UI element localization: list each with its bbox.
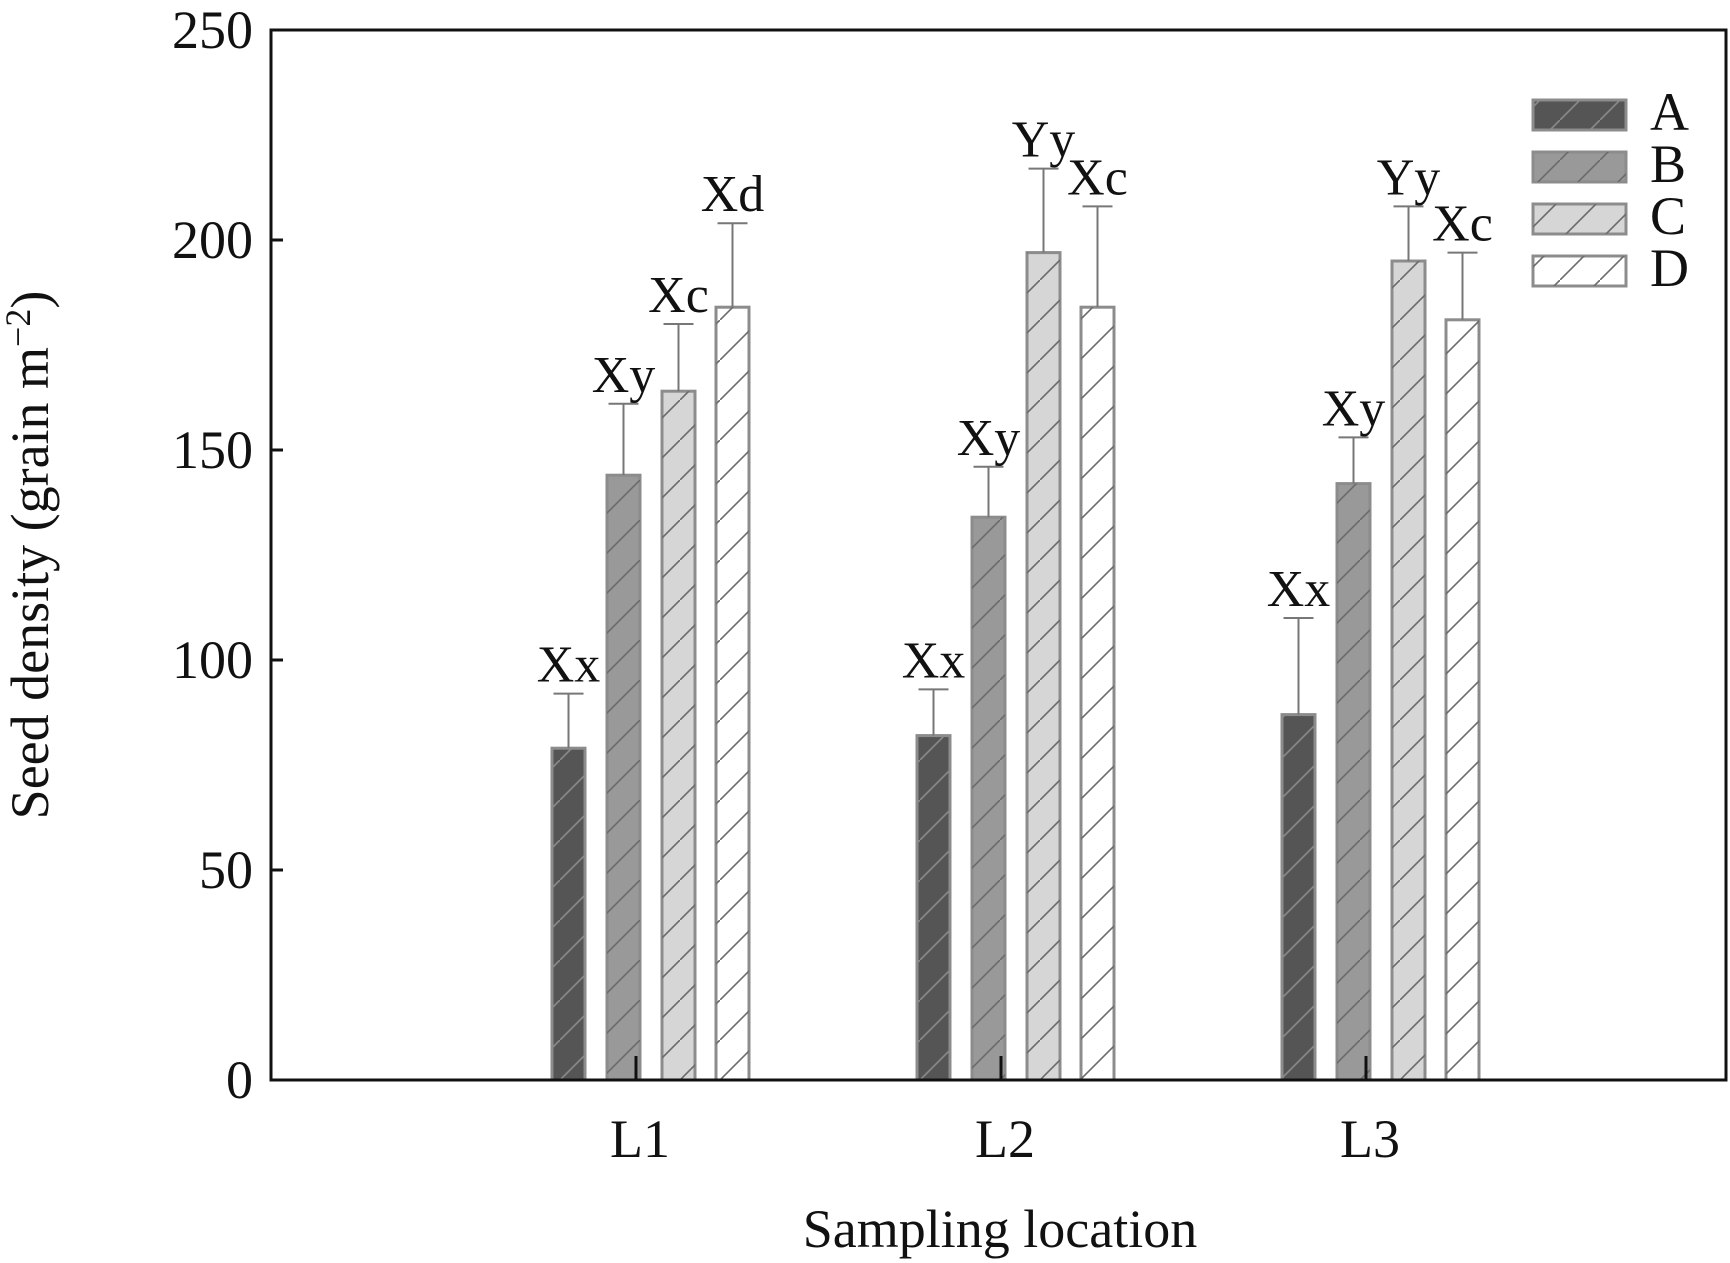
- bar-group: Xx: [902, 632, 966, 1082]
- bar-hatch: [607, 475, 640, 1080]
- significance-label: Xc: [1432, 196, 1493, 253]
- bar-group: Xy: [957, 410, 1021, 1082]
- y-tick-label: 50: [199, 840, 253, 900]
- bar-hatch: [1446, 319, 1479, 1080]
- significance-label: Xx: [1267, 561, 1331, 618]
- bar-hatch: [917, 735, 950, 1080]
- bar-group: Xc: [1432, 196, 1493, 1082]
- legend-swatch-hatch: [1533, 100, 1626, 130]
- y-axis-title-superscript: −2: [0, 309, 38, 347]
- plot-frame: [269, 28, 1728, 1082]
- bar-group: Xx: [1267, 561, 1331, 1082]
- y-axis-title: Seed density (grain m−2): [0, 291, 60, 820]
- significance-label: Xy: [957, 410, 1021, 467]
- bar-hatch: [662, 391, 695, 1080]
- y-axis-ticks: 0 50 100 150 200 250: [172, 0, 283, 1110]
- bar-group: Xc: [1067, 149, 1128, 1082]
- bar-hatch: [1027, 252, 1060, 1081]
- legend-swatch-hatch: [1533, 152, 1626, 182]
- y-axis-title-main: Seed density (grain m: [0, 347, 60, 819]
- bar-group: Xy: [592, 347, 656, 1082]
- significance-label: Yy: [1012, 112, 1076, 169]
- significance-label: Xy: [592, 347, 656, 404]
- y-tick-label: 200: [172, 210, 253, 270]
- bar-hatch: [972, 517, 1005, 1080]
- x-tick-label-l2: L2: [975, 1109, 1035, 1169]
- legend-label: C: [1650, 186, 1686, 246]
- bar-hatch: [552, 748, 585, 1080]
- legend-label: A: [1650, 82, 1689, 142]
- bar-hatch: [1337, 483, 1370, 1081]
- significance-label: Xy: [1322, 380, 1386, 437]
- bar-hatch: [1081, 307, 1114, 1080]
- bar-group: Yy: [1377, 149, 1441, 1082]
- bar-group: Xx: [537, 637, 601, 1082]
- x-tick-label-l3: L3: [1340, 1109, 1400, 1169]
- legend-swatch-hatch: [1533, 204, 1626, 234]
- bar-hatch: [716, 307, 749, 1080]
- legend-label: B: [1650, 134, 1686, 194]
- bar-hatch: [1282, 714, 1315, 1080]
- significance-label: Xx: [537, 637, 601, 694]
- y-tick-label: 100: [172, 630, 253, 690]
- bar-group: Yy: [1012, 112, 1076, 1082]
- x-axis-ticks: L1 L2 L3: [610, 1056, 1400, 1169]
- significance-label: Xd: [701, 166, 765, 223]
- bar-group: Xd: [701, 166, 765, 1082]
- legend-item-d: D: [1531, 238, 1689, 298]
- significance-label: Xc: [648, 267, 709, 324]
- y-axis-title-close: ): [0, 291, 60, 309]
- legend-swatch-hatch: [1533, 256, 1626, 286]
- y-tick-label: 150: [172, 420, 253, 480]
- y-tick-label: 0: [226, 1050, 253, 1110]
- legend-item-a: A: [1531, 82, 1689, 142]
- significance-label: Yy: [1377, 149, 1441, 206]
- y-tick-label: 250: [172, 0, 253, 60]
- legend-item-b: B: [1531, 134, 1686, 194]
- significance-label: Xx: [902, 632, 966, 689]
- bar-group: Xc: [648, 267, 709, 1082]
- significance-label: Xc: [1067, 149, 1128, 206]
- bar-group: Xy: [1322, 380, 1386, 1082]
- x-tick-label-l1: L1: [610, 1109, 670, 1169]
- x-axis-title: Sampling location: [803, 1199, 1197, 1259]
- legend-label: D: [1650, 238, 1689, 298]
- legend-item-c: C: [1531, 186, 1686, 246]
- bar-hatch: [1392, 261, 1425, 1080]
